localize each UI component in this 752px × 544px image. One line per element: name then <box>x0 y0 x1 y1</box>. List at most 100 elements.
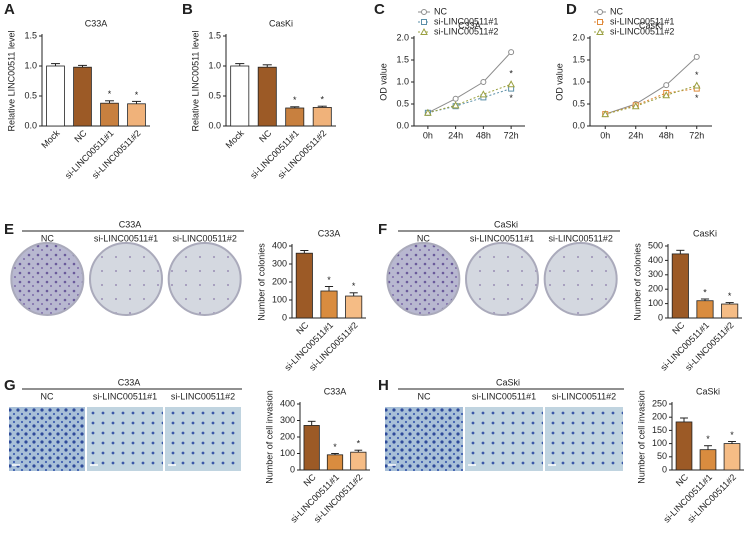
x-tick-label: NC <box>670 320 687 337</box>
x-tick-label: si-LINC00511#2 <box>276 128 329 181</box>
y-tick-label: 0 <box>290 464 295 474</box>
significance: * <box>509 93 513 103</box>
y-tick-label: 1.5 <box>396 54 409 64</box>
legend-label: si-LINC00511#1 <box>610 16 674 26</box>
x-tick-label: Mock <box>224 128 247 151</box>
invasion-image <box>87 407 163 471</box>
y-tick-label: 1.0 <box>24 60 37 70</box>
legend-label: si-LINC00511#2 <box>434 26 498 36</box>
point <box>601 110 610 118</box>
bar <box>46 65 65 127</box>
panel-letter: F <box>378 221 387 238</box>
invasion-image <box>385 407 463 471</box>
panel-letter: G <box>4 377 16 394</box>
y-axis-label: Number of colonies <box>632 243 642 321</box>
x-tick-label: 0h <box>423 130 433 140</box>
significance: * <box>293 95 297 105</box>
y-tick-label: 400 <box>280 398 295 408</box>
x-tick-label: si-LINC00511#2 <box>90 128 143 181</box>
y-tick-label: 100 <box>280 448 295 458</box>
y-tick-label: 200 <box>280 431 295 441</box>
y-axis-label: Number of cell invasion <box>264 390 274 484</box>
significance: * <box>730 430 734 440</box>
y-tick-label: 0.5 <box>572 98 585 108</box>
x-tick-label: 48h <box>476 130 491 140</box>
chart-title: CasKi <box>269 18 293 28</box>
significance: * <box>509 69 513 79</box>
lane-label: NC <box>41 391 54 401</box>
point <box>693 53 700 60</box>
lane-label: si-LINC00511#1 <box>94 233 158 243</box>
y-tick-label: 1.0 <box>572 76 585 86</box>
point <box>597 9 603 15</box>
point <box>596 27 604 35</box>
lane-label: si-LINC00511#2 <box>548 233 612 243</box>
point <box>597 19 603 25</box>
point <box>692 81 701 89</box>
lane-label: NC <box>417 233 430 243</box>
y-tick-label: 1.0 <box>208 60 221 70</box>
y-tick-label: 100 <box>648 298 663 308</box>
y-tick-label: 1.5 <box>572 54 585 64</box>
y-axis-label: OD value <box>378 63 388 101</box>
lane-label: NC <box>41 233 54 243</box>
y-tick-label: 50 <box>657 451 667 461</box>
point <box>421 9 427 15</box>
image-title: C33A <box>119 219 142 229</box>
plate-image <box>89 242 163 316</box>
y-tick-label: 300 <box>272 258 287 268</box>
y-axis-label: Relative LINC00511 level <box>6 31 16 132</box>
significance: * <box>333 442 337 452</box>
bar <box>73 66 92 127</box>
image-title: C33A <box>118 377 141 387</box>
point <box>662 91 671 99</box>
chart-title: CasKi <box>639 20 663 30</box>
point <box>451 101 460 109</box>
legend-label: NC <box>434 6 447 16</box>
y-tick-label: 0.0 <box>208 120 221 130</box>
lane-label: si-LINC00511#1 <box>472 391 536 401</box>
x-tick-label: 24h <box>628 130 643 140</box>
y-tick-label: 0 <box>662 464 667 474</box>
plate-image <box>465 242 539 316</box>
y-tick-label: 100 <box>272 294 287 304</box>
point <box>479 90 488 98</box>
lane-label: si-LINC00511#1 <box>470 233 534 243</box>
bar <box>285 107 305 127</box>
x-tick-label: NC <box>294 320 311 337</box>
y-tick-label: 0.5 <box>24 90 37 100</box>
x-tick-label: Mock <box>39 128 62 151</box>
bar <box>675 421 693 471</box>
plate-image <box>386 242 461 316</box>
y-tick-label: 500 <box>648 240 663 250</box>
chart-title: CaSki <box>696 386 720 396</box>
significance: * <box>327 275 331 285</box>
bar <box>303 425 320 471</box>
lane-label: si-LINC00511#2 <box>171 391 235 401</box>
y-tick-label: 400 <box>272 240 287 250</box>
legend-label: si-LINC00511#1 <box>434 16 498 26</box>
point <box>507 80 515 88</box>
x-tick-label: si-LINC00511#1 <box>248 128 301 181</box>
bar <box>671 253 689 319</box>
significance: * <box>728 291 732 301</box>
point <box>663 82 670 89</box>
panel-letter: E <box>4 221 14 238</box>
y-tick-label: 200 <box>648 284 663 294</box>
x-tick-label: NC <box>257 128 274 145</box>
point <box>631 102 640 110</box>
bar <box>320 290 338 319</box>
point <box>424 108 432 116</box>
y-tick-label: 200 <box>272 276 287 286</box>
point <box>421 19 427 25</box>
lane-label: si-LINC00511#1 <box>93 391 157 401</box>
y-tick-label: 0.0 <box>24 120 37 130</box>
x-tick-label: si-LINC00511#1 <box>63 128 116 181</box>
bar <box>696 300 714 319</box>
significance: * <box>695 93 699 103</box>
series-line <box>427 51 512 114</box>
point <box>420 27 428 35</box>
x-tick-label: NC <box>72 128 89 145</box>
lane-label: NC <box>418 391 431 401</box>
